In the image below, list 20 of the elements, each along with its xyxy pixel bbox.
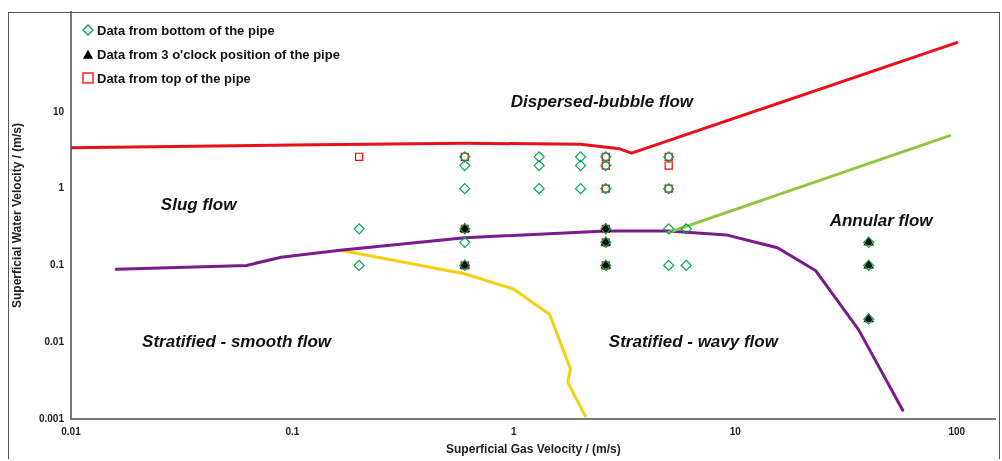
y-axis-title: Superficial Water Velocity / (m/s) xyxy=(9,123,24,308)
x-tick-label: 100 xyxy=(948,425,966,437)
annotation: Slug flow xyxy=(160,195,239,215)
x-tick-label: 1 xyxy=(511,425,518,437)
annotation: Annular flow xyxy=(828,210,935,230)
x-tick-label: 0.1 xyxy=(285,425,300,437)
legend-label: Data from 3 o'clock position of the pipe xyxy=(97,46,340,62)
x-tick-label: 10 xyxy=(729,425,742,437)
legend-label: Data from bottom of the pipe xyxy=(97,22,275,38)
annotation: Stratified - smooth flow xyxy=(142,331,333,351)
x-tick-label: 0.01 xyxy=(61,425,82,437)
y-tick-label: 10 xyxy=(52,105,65,117)
y-tick-label: 0.1 xyxy=(50,259,65,271)
annotation: Dispersed-bubble flow xyxy=(510,92,695,112)
y-tick-label: 0.01 xyxy=(44,335,65,347)
annotation: Stratified - wavy flow xyxy=(608,331,780,351)
y-tick-label: 0.001 xyxy=(38,412,65,424)
y-tick-label: 1 xyxy=(58,182,65,194)
legend-label: Data from top of the pipe xyxy=(97,70,251,86)
x-axis-title: Superficial Gas Velocity / (m/s) xyxy=(446,442,621,457)
